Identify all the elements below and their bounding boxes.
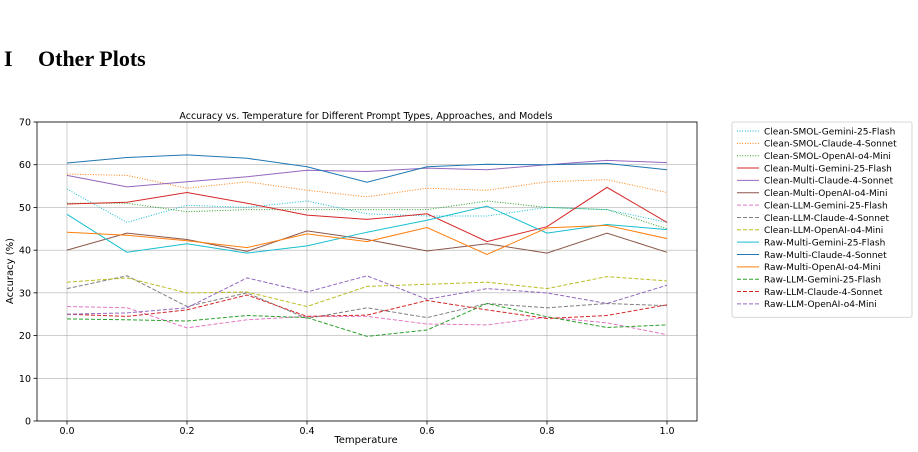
y-tick-label: 70	[19, 118, 31, 129]
legend-label: Clean-SMOL-Claude-4-Sonnet	[764, 140, 897, 150]
legend-box	[731, 121, 913, 318]
series-line-5	[66, 159, 668, 188]
y-tick-label: 60	[19, 160, 31, 171]
legend-label: Raw-LLM-Gemini-25-Flash	[764, 276, 881, 286]
legend-label: Clean-Multi-Claude-4-Sonnet	[764, 177, 894, 187]
legend-label: Raw-LLM-Claude-4-Sonnet	[764, 288, 883, 298]
legend-label: Raw-Multi-Gemini-25-Flash	[764, 238, 885, 248]
legend-label: Clean-LLM-OpenAI-o4-Mini	[764, 226, 883, 236]
x-tick-label: 0.6	[419, 426, 434, 437]
x-axis-label: Temperature	[333, 435, 397, 446]
series-line-6	[66, 230, 668, 254]
series-line-2	[66, 173, 668, 198]
axis-ticks: 0.0 0.2 0.4 0.6 0.8 1.0 0 10 20 30 40 50 60 70	[19, 118, 675, 438]
accuracy-temperature-chart: Accuracy vs. Temperature for Different P…	[5, 111, 913, 446]
grid	[37, 121, 697, 422]
series-line-7	[66, 306, 668, 336]
x-tick-label: 0.0	[59, 426, 74, 437]
chart-title: Accuracy vs. Temperature for Different P…	[179, 111, 552, 122]
series-line-3	[67, 200, 668, 230]
y-axis-label: Accuracy (%)	[5, 238, 16, 304]
x-tick-label: 1.0	[659, 426, 674, 437]
series-line-12	[66, 224, 668, 255]
series-line-11	[66, 154, 668, 183]
series-line-8	[66, 275, 668, 320]
y-tick-label: 50	[19, 203, 31, 214]
y-tick-label: 20	[19, 331, 31, 342]
section-title: Other Plots	[38, 46, 146, 71]
legend-label: Raw-LLM-OpenAI-o4-Mini	[764, 300, 877, 310]
legend-label: Clean-SMOL-Gemini-25-Flash	[764, 127, 895, 137]
legend-label: Raw-Multi-OpenAI-o4-Mini	[764, 263, 881, 273]
x-tick-label: 0.2	[179, 426, 194, 437]
series-line-10	[66, 205, 668, 254]
legend-label: Clean-LLM-Gemini-25-Flash	[764, 201, 888, 211]
series-line-15	[66, 275, 668, 315]
x-tick-label: 0.4	[299, 426, 314, 437]
series-line-14	[66, 294, 668, 320]
series-line-13	[66, 302, 668, 337]
section-number: I	[4, 46, 13, 71]
x-tick-label: 0.8	[539, 426, 554, 437]
y-tick-label: 0	[25, 417, 31, 428]
y-tick-label: 10	[19, 374, 31, 385]
legend-label: Raw-Multi-Claude-4-Sonnet	[764, 251, 887, 261]
y-tick-label: 30	[19, 288, 31, 299]
legend-label: Clean-Multi-Gemini-25-Flash	[764, 164, 892, 174]
legend-label: Clean-Multi-OpenAI-o4-Mini	[764, 189, 888, 199]
legend-label: Clean-SMOL-OpenAI-o4-Mini	[764, 152, 891, 162]
plot-frame	[36, 121, 698, 422]
series-line-9	[66, 276, 668, 308]
series-lines	[66, 154, 668, 337]
y-tick-label: 40	[19, 246, 31, 257]
legend-label: Clean-LLM-Claude-4-Sonnet	[764, 214, 889, 224]
series-line-4	[66, 186, 668, 243]
series-line-1	[66, 188, 668, 223]
section-heading: I Other Plots	[4, 46, 146, 72]
legend: Clean-SMOL-Gemini-25-Flash Clean-SMOL-Cla…	[731, 121, 913, 318]
